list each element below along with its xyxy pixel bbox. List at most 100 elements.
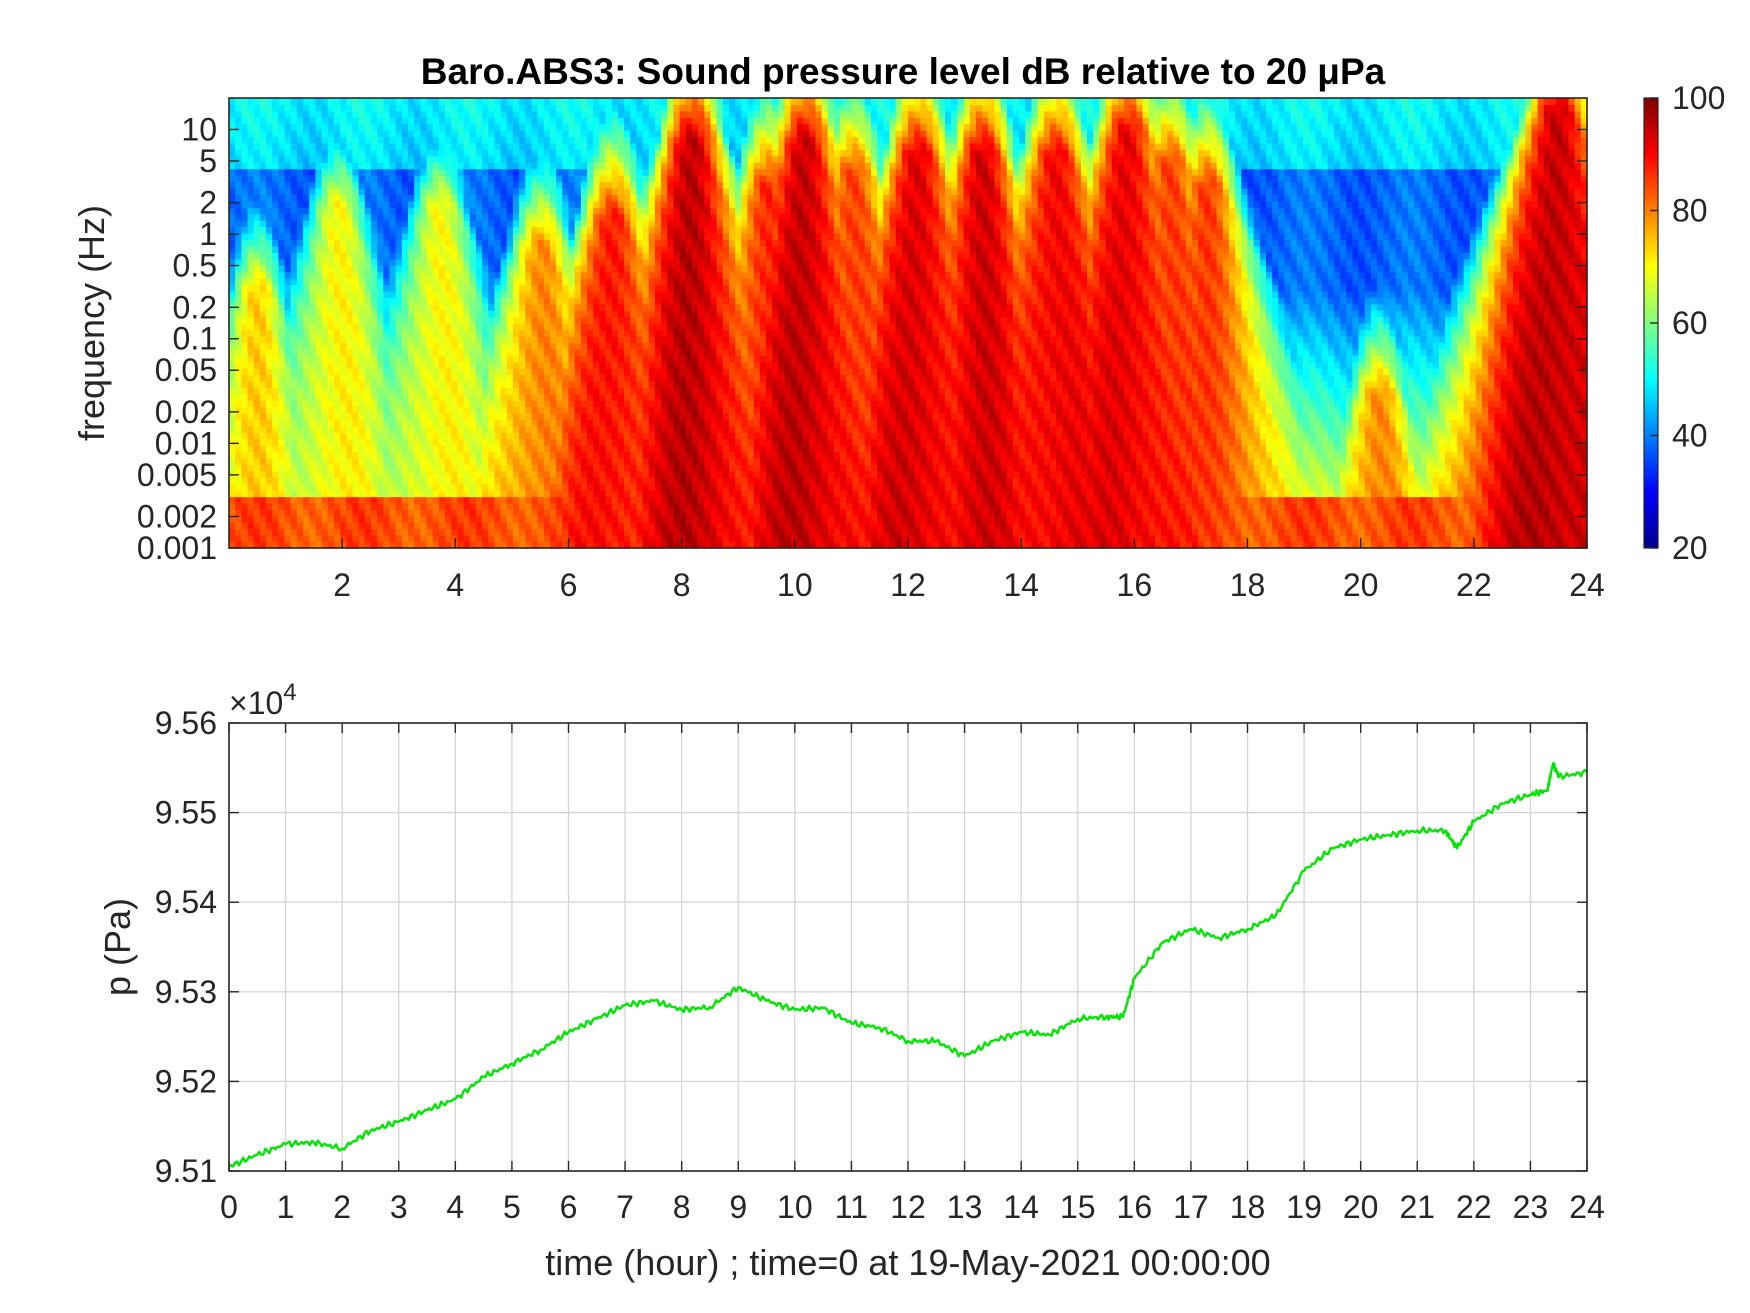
- heatmap-cell: [562, 496, 570, 504]
- heatmap-cell: [469, 425, 477, 433]
- heatmap-cell: [562, 477, 570, 485]
- heatmap-cell: [352, 477, 360, 485]
- heatmap-cell: [414, 239, 421, 247]
- heatmap-cell: [303, 104, 310, 112]
- heatmap-cell: [556, 406, 563, 414]
- heatmap-cell: [235, 162, 242, 170]
- heatmap-cell: [321, 541, 329, 549]
- heatmap-cell: [568, 464, 576, 472]
- heatmap-cell: [364, 200, 372, 208]
- heatmap-cell: [482, 265, 489, 273]
- heatmap-cell: [395, 233, 403, 241]
- heatmap-cell: [247, 496, 255, 504]
- heatmap-cell: [432, 181, 440, 189]
- heatmap-cell: [580, 451, 588, 459]
- heatmap-cell: [438, 155, 446, 163]
- heatmap-cell: [432, 168, 440, 176]
- heatmap-cell: [272, 297, 279, 305]
- heatmap-cell: [617, 194, 625, 202]
- heatmap-cell: [494, 188, 502, 196]
- heatmap-cell: [309, 104, 317, 112]
- heatmap-cell: [630, 406, 637, 414]
- heatmap-cell: [654, 503, 662, 511]
- heatmap-cell: [303, 297, 310, 305]
- heatmap-cell: [284, 374, 292, 382]
- heatmap-cell: [315, 342, 323, 350]
- heatmap-cell: [370, 200, 378, 208]
- heatmap-cell: [574, 207, 582, 215]
- heatmap-cell: [309, 348, 317, 356]
- heatmap-cell: [315, 445, 323, 453]
- heatmap-cell: [321, 535, 329, 543]
- heatmap-cell: [451, 496, 458, 504]
- heatmap-cell: [408, 104, 415, 112]
- heatmap-cell: [587, 194, 594, 202]
- heatmap-cell: [229, 98, 236, 106]
- heatmap-cell: [593, 271, 600, 279]
- heatmap-cell: [259, 509, 267, 517]
- heatmap-cell: [549, 194, 557, 202]
- heatmap-cell: [636, 265, 644, 273]
- heatmap-cell: [432, 483, 440, 491]
- heatmap-cell: [488, 400, 496, 408]
- heatmap-cell: [370, 168, 378, 176]
- heatmap-cell: [315, 419, 323, 427]
- heatmap-cell: [358, 149, 366, 157]
- heatmap-cell: [315, 522, 323, 530]
- heatmap-cell: [296, 361, 304, 369]
- heatmap-cell: [475, 117, 483, 125]
- heatmap-cell: [574, 123, 582, 131]
- heatmap-cell: [488, 98, 496, 106]
- heatmap-cell: [500, 310, 508, 318]
- heatmap-cell: [426, 413, 434, 421]
- heatmap-cell: [303, 303, 310, 311]
- heatmap-cell: [457, 368, 465, 376]
- heatmap-cell: [352, 528, 360, 536]
- heatmap-cell: [395, 393, 403, 401]
- heatmap-cell: [340, 329, 347, 337]
- heatmap-cell: [241, 470, 249, 478]
- heatmap-cell: [408, 451, 415, 459]
- heatmap-cell: [235, 413, 242, 421]
- heatmap-cell: [580, 496, 588, 504]
- heatmap-cell: [290, 278, 298, 286]
- heatmap-cell: [661, 271, 668, 279]
- heatmap-cell: [383, 233, 391, 241]
- heatmap-cell: [346, 162, 354, 170]
- heatmap-cell: [272, 503, 279, 511]
- heatmap-cell: [457, 303, 465, 311]
- heatmap-cell: [525, 432, 533, 440]
- heatmap-cell: [445, 220, 452, 228]
- heatmap-cell: [253, 303, 261, 311]
- heatmap-cell: [235, 155, 242, 163]
- heatmap-cell: [636, 425, 644, 433]
- heatmap-cell: [648, 393, 656, 401]
- heatmap-cell: [315, 438, 323, 446]
- heatmap-cell: [438, 233, 446, 241]
- heatmap-cell: [568, 252, 576, 260]
- heatmap-cell: [654, 528, 662, 536]
- heatmap-cell: [253, 155, 261, 163]
- heatmap-cell: [654, 175, 662, 183]
- heatmap-cell: [352, 342, 360, 350]
- heatmap-cell: [445, 316, 452, 324]
- heatmap-cell: [580, 252, 588, 260]
- heatmap-cell: [296, 284, 304, 292]
- heatmap-cell: [580, 528, 588, 536]
- heatmap-cell: [235, 245, 242, 253]
- heatmap-cell: [358, 265, 366, 273]
- heatmap-cell: [420, 535, 428, 543]
- heatmap-cell: [235, 233, 242, 241]
- heatmap-cell: [438, 425, 446, 433]
- heatmap-cell: [290, 188, 298, 196]
- heatmap-cell: [327, 368, 335, 376]
- heatmap-cell: [377, 194, 384, 202]
- heatmap-cell: [654, 541, 662, 549]
- heatmap-cell: [272, 374, 279, 382]
- heatmap-cell: [352, 200, 360, 208]
- heatmap-cell: [580, 130, 588, 138]
- heatmap-cell: [383, 265, 391, 273]
- heatmap-cell: [654, 387, 662, 395]
- heatmap-cell: [303, 220, 310, 228]
- heatmap-cell: [494, 213, 502, 221]
